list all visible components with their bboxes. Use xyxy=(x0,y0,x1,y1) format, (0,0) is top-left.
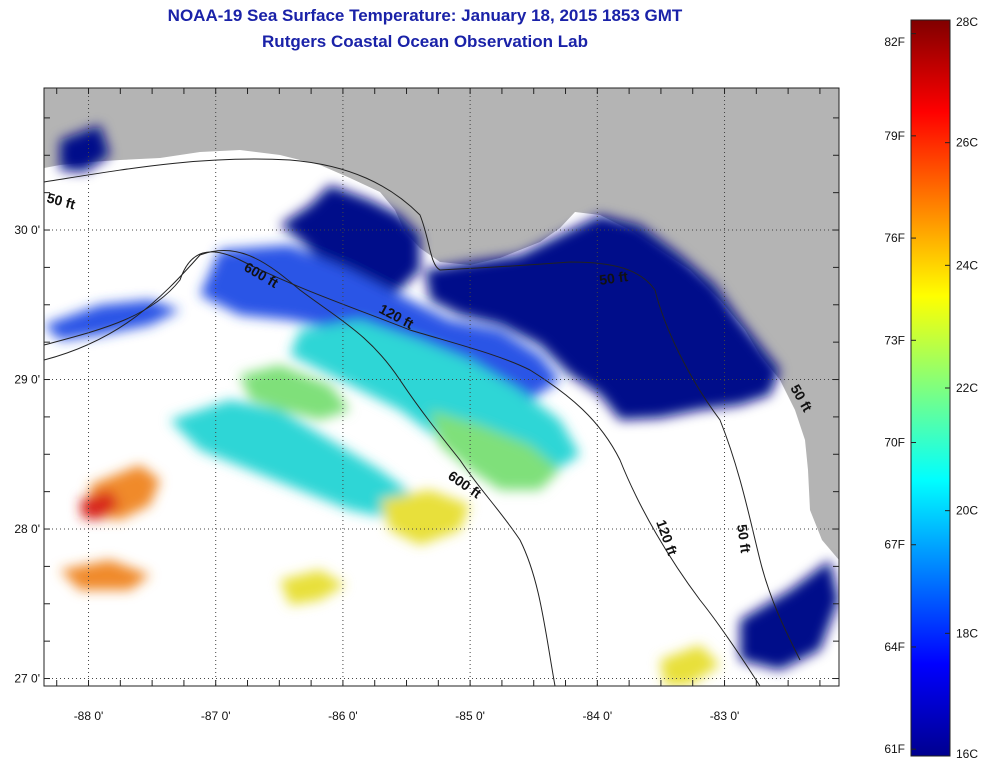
colorbar-ticks: 28C 26C 24C 22C 20C 18C 16C 82F 79F 76F 73F 70F 67F 6… xyxy=(884,15,978,761)
colorbar-c-label: 24C xyxy=(956,258,978,272)
lat-tick-label: 30 0' xyxy=(14,223,40,237)
colorbar-f-label: 73F xyxy=(884,333,905,347)
sst-mid-region xyxy=(44,300,180,340)
contour-label: 50 ft xyxy=(734,523,754,554)
lon-tick-label: -84 0' xyxy=(582,709,612,723)
colorbar-c-label: 22C xyxy=(956,381,978,395)
lon-tick-label: -85 0' xyxy=(455,709,485,723)
colorbar-c-label: 28C xyxy=(956,15,978,29)
map-subtitle: Rutgers Coastal Ocean Observation Lab xyxy=(262,32,588,51)
colorbar-c-label: 16C xyxy=(956,747,978,761)
colorbar-f-label: 70F xyxy=(884,436,905,450)
lon-tick-label: -87 0' xyxy=(201,709,231,723)
lat-tick-label: 28 0' xyxy=(14,522,40,536)
map-frame xyxy=(43,87,840,687)
contour-label: 50 ft xyxy=(45,189,77,212)
sst-yellow-region xyxy=(660,645,720,686)
sst-cold-region xyxy=(740,560,839,670)
sst-cold-region xyxy=(60,125,110,172)
colorbar-c-label: 18C xyxy=(956,626,978,640)
sst-red-region xyxy=(80,490,120,520)
graticule xyxy=(44,88,839,686)
lon-tick-label: -83 0' xyxy=(710,709,740,723)
sst-cold-region xyxy=(280,185,420,300)
colorbar-f-label: 67F xyxy=(884,538,905,552)
sst-yellow-region xyxy=(380,490,470,545)
land-area xyxy=(44,88,839,560)
contour-600ft xyxy=(44,250,556,686)
contour-120ft xyxy=(44,251,761,686)
contour-label: 50 ft xyxy=(598,268,629,288)
colorbar-c-label: 20C xyxy=(956,504,978,518)
colorbar-f-label: 82F xyxy=(884,35,905,49)
lat-tick-label: 27 0' xyxy=(14,672,40,686)
latitude-ticks: 30 0' 29 0' 28 0' 27 0' xyxy=(14,117,839,686)
sst-orange-region xyxy=(60,560,150,590)
lon-tick-label: -86 0' xyxy=(328,709,358,723)
lat-tick-label: 29 0' xyxy=(14,373,40,387)
sst-green-region xyxy=(430,410,560,490)
colorbar-f-label: 76F xyxy=(884,231,905,245)
longitude-ticks: -88 0' -87 0' -86 0' -85 0' -84 0' -83 0' xyxy=(56,88,821,723)
depth-contours xyxy=(44,158,801,686)
colorbar xyxy=(910,19,951,757)
colorbar-f-label: 79F xyxy=(884,129,905,143)
colorbar-f-label: 61F xyxy=(884,742,905,756)
contour-50ft-west xyxy=(44,158,801,661)
colorbar-c-label: 26C xyxy=(956,136,978,150)
lon-tick-label: -88 0' xyxy=(74,709,104,723)
map-title: NOAA-19 Sea Surface Temperature: January… xyxy=(167,6,683,25)
map-content: 50 ft 600 ft 120 ft 50 ft 600 ft 120 ft … xyxy=(44,88,839,686)
sst-cyan-region xyxy=(170,400,420,520)
sst-field xyxy=(44,125,839,686)
colorbar-f-label: 64F xyxy=(884,640,905,654)
sst-green-region xyxy=(240,365,350,420)
sst-yellow-region xyxy=(280,570,345,605)
